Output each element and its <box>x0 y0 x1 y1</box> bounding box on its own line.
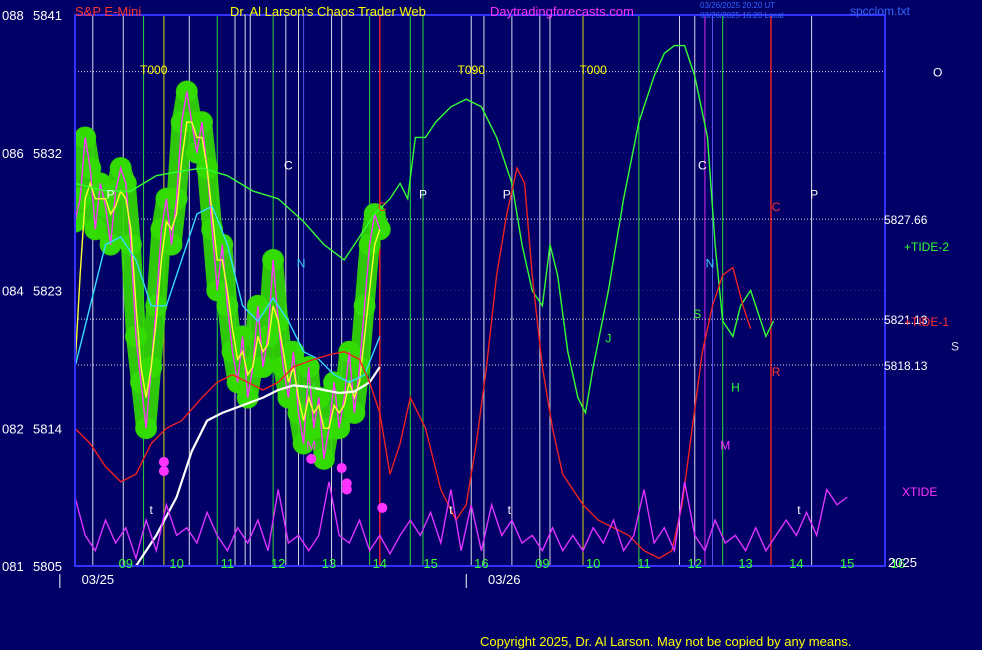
point-label: t <box>797 503 801 517</box>
x-tick-label: 13 <box>738 556 752 571</box>
series-line <box>75 481 848 561</box>
series-line <box>75 44 775 416</box>
x-tick-label: 11 <box>637 556 651 571</box>
y-tick-price-label: 5814 <box>33 421 62 436</box>
plot-frame <box>74 14 886 567</box>
series-line <box>75 205 381 384</box>
low-marker <box>158 456 169 467</box>
x-tick-label: 10 <box>586 556 600 571</box>
symbol-label: S&P E-Mini <box>75 4 142 19</box>
point-label: S <box>693 307 701 321</box>
tide-label: +TIDE-2 <box>904 240 949 254</box>
x-tick-label: 14 <box>373 556 387 571</box>
point-label: P <box>810 188 818 202</box>
y-tick-price-label: 5832 <box>33 146 62 161</box>
y-tick-cycle-label: 088 <box>2 8 24 23</box>
series-line <box>75 166 752 560</box>
tide-label: +TIDE-1 <box>904 315 949 329</box>
timestamp-ut: 03/26/2025 20:20 UT <box>700 1 776 10</box>
point-label: C <box>284 159 293 173</box>
point-label: N <box>297 257 306 271</box>
point-label: t <box>150 503 154 517</box>
point-label: P <box>107 188 115 202</box>
point-label: P <box>503 188 511 202</box>
y-tick-price-label: 5841 <box>33 8 62 23</box>
timestamp-local: 03/26/2025 16:20 Local <box>700 11 784 20</box>
x-tick-label: 09 <box>119 556 133 571</box>
x-tick-label: 14 <box>789 556 803 571</box>
low-marker <box>377 502 388 513</box>
copyright-notice: Copyright 2025, Dr. Al Larson. May not b… <box>480 634 852 649</box>
low-marker <box>306 453 317 464</box>
series-line <box>75 121 381 429</box>
tide-label: S <box>951 340 959 354</box>
point-label: t <box>449 503 453 517</box>
low-marker <box>336 463 347 474</box>
point-label: P <box>419 188 427 202</box>
time-label: T000 <box>140 63 168 77</box>
x-tick-label: 16 <box>474 556 488 571</box>
x-tick-label: 09 <box>535 556 549 571</box>
level-label: O <box>933 66 942 80</box>
series-line <box>135 366 381 566</box>
point-label: C <box>378 200 387 214</box>
point-label: H <box>307 381 316 395</box>
y-tick-cycle-label: 084 <box>2 284 24 299</box>
x-date-label: 03/25 <box>82 572 115 587</box>
y-tick-price-label: 5823 <box>33 284 62 299</box>
tide-label: XTIDE <box>902 485 937 499</box>
y-tick-cycle-label: 081 <box>2 559 24 574</box>
low-marker <box>158 466 169 477</box>
point-label: H <box>731 381 740 395</box>
x-tick-label: 16 <box>891 556 905 571</box>
point-label: M <box>306 439 316 453</box>
time-label: T000 <box>579 63 607 77</box>
x-tick-label: 12 <box>688 556 702 571</box>
data-file-label: spcclom.txt <box>850 4 911 18</box>
x-date-label: 03/26 <box>488 572 521 587</box>
x-tick-label: 13 <box>322 556 336 571</box>
plot-area <box>75 15 885 566</box>
point-label: J <box>605 332 611 346</box>
point-label: N <box>706 257 715 271</box>
year-label: 2025 <box>888 555 917 570</box>
time-label: T090 <box>458 63 486 77</box>
low-marker <box>341 484 352 495</box>
x-tick-label: 12 <box>271 556 285 571</box>
y-tick-cycle-label: 086 <box>2 146 24 161</box>
x-tick-label: 10 <box>169 556 183 571</box>
point-label: R <box>772 365 781 379</box>
point-label: C <box>772 200 781 214</box>
x-tick-label: 11 <box>221 556 235 571</box>
y-tick-price-label: 5805 <box>33 559 62 574</box>
chart-title: Dr. Al Larson's Chaos Trader Web <box>230 4 426 19</box>
x-tick-label: 15 <box>840 556 854 571</box>
x-tick-label: 15 <box>423 556 437 571</box>
level-label: 5818.13 <box>884 359 928 373</box>
glow-band <box>75 81 390 469</box>
point-label: M <box>720 439 730 453</box>
site-link[interactable]: Daytradingforecasts.com <box>490 4 634 19</box>
point-label: C <box>698 159 707 173</box>
level-label: 5827.66 <box>884 213 928 227</box>
y-tick-cycle-label: 082 <box>2 421 24 436</box>
level-label: 5821.13 <box>884 313 928 327</box>
point-label: t <box>508 503 512 517</box>
